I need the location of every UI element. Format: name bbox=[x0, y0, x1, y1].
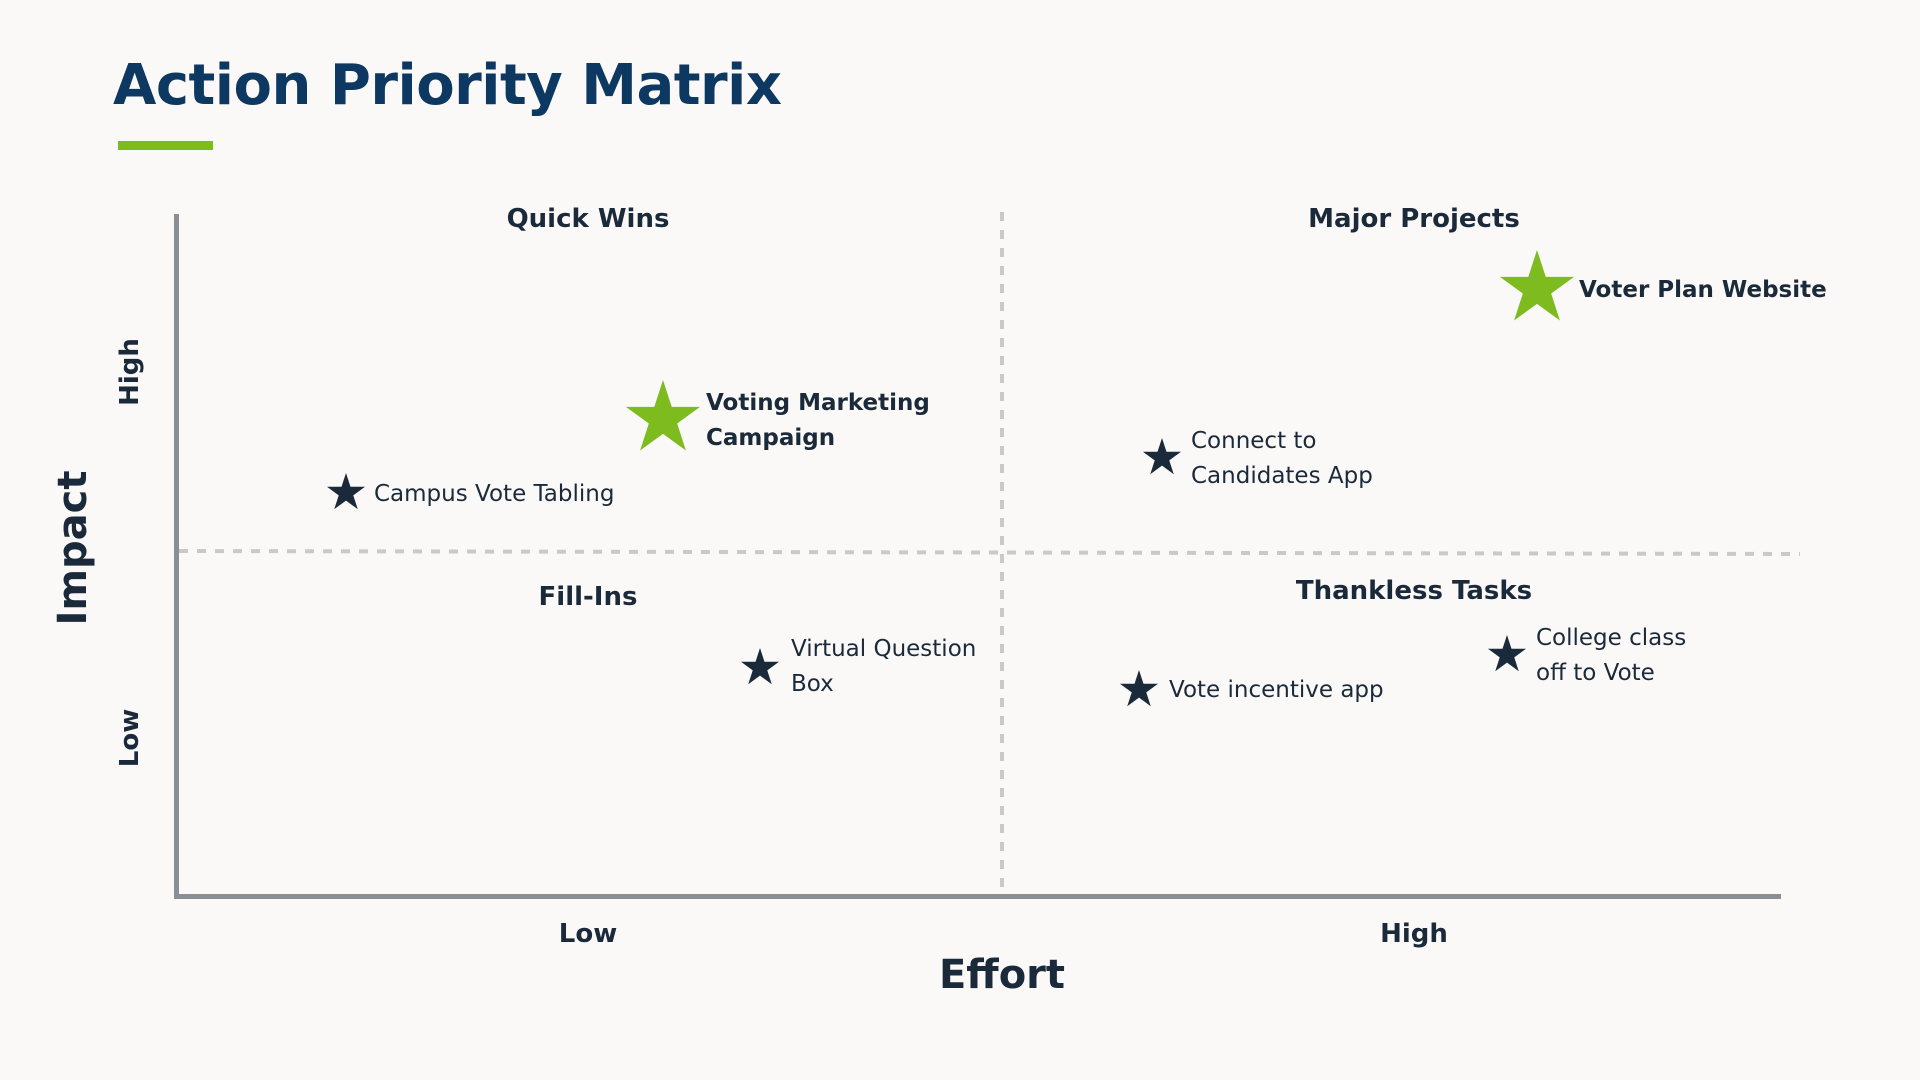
star-icon bbox=[1499, 250, 1575, 321]
item-label-line: Virtual Question bbox=[791, 636, 977, 662]
x-axis-label: Effort bbox=[938, 952, 1066, 998]
item-label-line: off to Vote bbox=[1536, 660, 1655, 686]
item-label-vote-incentive-app: Vote incentive app bbox=[1169, 673, 1384, 708]
x-axis-line bbox=[174, 894, 1781, 899]
item-label-voter-plan-website: Voter Plan Website bbox=[1579, 273, 1827, 308]
item-label-line: Campaign bbox=[706, 425, 836, 451]
quadrant-label-quick-wins: Quick Wins bbox=[506, 204, 670, 234]
item-label-college-class-off-to-vote: College class off to Vote bbox=[1536, 621, 1686, 691]
item-label-line: Campus Vote Tabling bbox=[374, 481, 615, 507]
quadrant-label-thankless-tasks: Thankless Tasks bbox=[1295, 576, 1533, 606]
item-label-line: Voting Marketing bbox=[706, 390, 930, 416]
y-tick-low: Low bbox=[115, 708, 145, 768]
y-axis-label: Impact bbox=[50, 470, 96, 626]
horizontal-divider bbox=[178, 549, 1801, 556]
star-icon bbox=[1119, 670, 1159, 707]
star-icon bbox=[740, 648, 780, 685]
item-label-line: Voter Plan Website bbox=[1579, 277, 1827, 303]
star-icon bbox=[625, 380, 701, 451]
quadrant-label-fill-ins: Fill-Ins bbox=[538, 582, 638, 612]
x-tick-high: High bbox=[1380, 919, 1448, 949]
page-title: Action Priority Matrix bbox=[113, 53, 782, 118]
item-label-line: College class bbox=[1536, 625, 1687, 651]
y-axis-line bbox=[174, 214, 179, 899]
item-label-campus-vote-tabling: Campus Vote Tabling bbox=[374, 477, 614, 512]
item-label-line: Connect to bbox=[1191, 428, 1317, 454]
quadrant-label-major-projects: Major Projects bbox=[1308, 204, 1520, 234]
item-label-line: Candidates App bbox=[1191, 463, 1373, 489]
title-underline bbox=[118, 141, 213, 150]
x-tick-low: Low bbox=[558, 919, 618, 949]
item-label-voting-marketing-campaign: Voting Marketing Campaign bbox=[706, 386, 930, 456]
star-icon bbox=[1487, 635, 1527, 672]
item-label-line: Box bbox=[791, 671, 834, 697]
star-icon bbox=[1142, 438, 1182, 475]
item-label-connect-to-candidates-app: Connect to Candidates App bbox=[1191, 424, 1373, 494]
item-label-line: Vote incentive app bbox=[1169, 677, 1384, 703]
y-tick-high: High bbox=[115, 338, 145, 406]
item-label-virtual-question-box: Virtual Question Box bbox=[791, 632, 976, 702]
star-icon bbox=[326, 473, 366, 510]
